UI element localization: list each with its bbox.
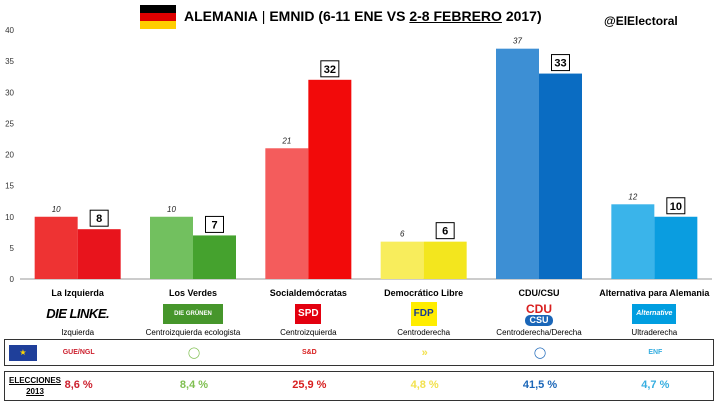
elections-2013-row: ELECCIONES 2013 8,6 % 8,4 % 25,9 % 4,8 % 41,…: [4, 371, 714, 401]
election-2013-value: 4,7 %: [641, 379, 670, 391]
y-tick-label: 40: [5, 26, 14, 35]
category-label: Los Verdes: [169, 288, 217, 298]
party-ideology: Izquierda: [61, 328, 95, 337]
data-label-current: 10: [670, 201, 682, 213]
data-label-previous: 10: [52, 205, 61, 214]
y-tick-label: 15: [5, 182, 14, 191]
party-logo-text: CDU: [526, 302, 552, 316]
bar-current: [77, 229, 121, 279]
data-label-previous: 12: [628, 192, 637, 201]
category-label: CDU/CSU: [518, 288, 559, 298]
eu-flag-icon: ★: [9, 345, 37, 361]
party-logo-text: CSU: [525, 315, 553, 326]
eu-group-row: ★ GUE/NGL ◯ S&D » ◯ ENF: [4, 339, 714, 366]
eu-group-logo: GUE/NGL: [62, 349, 95, 356]
elections-label-line1: ELECCIONES: [9, 376, 62, 385]
category-label: Democrático Libre: [384, 288, 463, 298]
flag-stripe-red: [140, 13, 176, 21]
party-ideology: Ultraderecha: [631, 328, 678, 337]
data-label-current: 7: [211, 219, 217, 231]
bar-previous: [150, 216, 193, 279]
bar-previous: [611, 204, 655, 279]
data-label-box: [666, 197, 686, 215]
bar-current: [654, 216, 698, 279]
election-2013-value: 25,9 %: [292, 379, 327, 391]
y-tick-label: 25: [5, 119, 14, 128]
bar-previous: [34, 216, 78, 279]
elections-label: ELECCIONES 2013: [9, 375, 61, 397]
party-logo-text: Alternative: [636, 310, 673, 317]
party-ideology: Centroderecha: [397, 328, 451, 337]
y-tick-label: 35: [5, 57, 14, 66]
bar-previous: [265, 148, 309, 279]
party-logo: FDP: [410, 302, 437, 326]
party-logo-text: DIE GRÜNEN: [174, 311, 212, 317]
flag-stripe-gold: [140, 21, 176, 29]
data-label-box: [320, 60, 340, 78]
party-logo: DIE GRÜNEN: [163, 304, 223, 324]
flag-stripe-black: [140, 5, 176, 13]
title-rest: EMNID (6-11 ENE VS: [269, 8, 410, 24]
bar-current: [539, 73, 582, 279]
data-label-previous: 37: [513, 37, 522, 46]
y-tick-label: 20: [5, 151, 14, 160]
y-tick-label: 5: [10, 244, 15, 253]
data-label-current: 32: [324, 64, 336, 76]
category-label: La Izquierda: [51, 288, 105, 298]
title-sep: |: [257, 8, 270, 24]
party-ideology: Centroderecha/Derecha: [496, 328, 582, 337]
election-2013-value: 8,4 %: [179, 379, 209, 391]
data-label-current: 8: [96, 213, 102, 225]
bar-current: [193, 235, 236, 279]
party-logo-text: DIE LINKE.: [46, 306, 110, 321]
data-label-previous: 21: [281, 136, 291, 145]
category-label: Alternativa para Alemania: [599, 288, 710, 298]
y-tick-label: 30: [5, 88, 14, 97]
bar-previous: [496, 48, 539, 279]
bar-current: [423, 241, 467, 279]
data-label-previous: 6: [400, 230, 405, 239]
election-2013-value: 4,8 %: [410, 379, 439, 391]
party-logo-text: SPD: [298, 308, 319, 319]
bar-current: [308, 79, 352, 279]
eu-group-logo: ◯: [533, 347, 547, 359]
party-ideology: Centroizquierda ecologista: [145, 328, 241, 337]
elections-label-line2: 2013: [26, 387, 44, 396]
twitter-handle: @ElElectoral: [604, 14, 678, 28]
party-ideology: Centroizquierda: [280, 328, 337, 337]
chart-title: ALEMANIA | EMNID (6-11 ENE VS 2-8 FEBRER…: [184, 8, 542, 24]
bar-previous: [380, 241, 424, 279]
data-label-box: [89, 209, 109, 227]
eu-group-logo: ENF: [648, 349, 663, 356]
election-2013-value: 41,5 %: [522, 379, 558, 391]
data-label-previous: 10: [167, 205, 176, 214]
data-label-box: [551, 54, 570, 72]
germany-flag-icon: [140, 5, 176, 29]
title-underlined: 2-8 FEBRERO: [409, 8, 502, 24]
data-label-current: 6: [442, 226, 448, 238]
header: ALEMANIA | EMNID (6-11 ENE VS 2-8 FEBRER…: [0, 0, 720, 34]
data-label-box: [435, 222, 455, 240]
party-logo-text: FDP: [413, 308, 434, 319]
title-end: 2017): [501, 8, 542, 24]
party-logo: Alternative: [632, 304, 677, 324]
data-label-box: [205, 215, 224, 233]
party-logo: CDU CSU: [519, 302, 559, 326]
title-main: ALEMANIA: [184, 8, 258, 24]
party-logo: SPD: [295, 304, 322, 324]
election-2013-value: 8,6 %: [64, 379, 93, 391]
eu-group-logo: S&D: [301, 349, 317, 356]
data-label-current: 33: [554, 58, 566, 70]
y-tick-label: 10: [5, 213, 14, 222]
y-tick-label: 0: [10, 275, 15, 284]
eu-group-logo: ◯: [187, 347, 201, 359]
category-label: Socialdemócratas: [270, 288, 347, 298]
party-logo: DIE LINKE.: [46, 304, 110, 324]
eu-group-logo: »: [421, 347, 428, 359]
